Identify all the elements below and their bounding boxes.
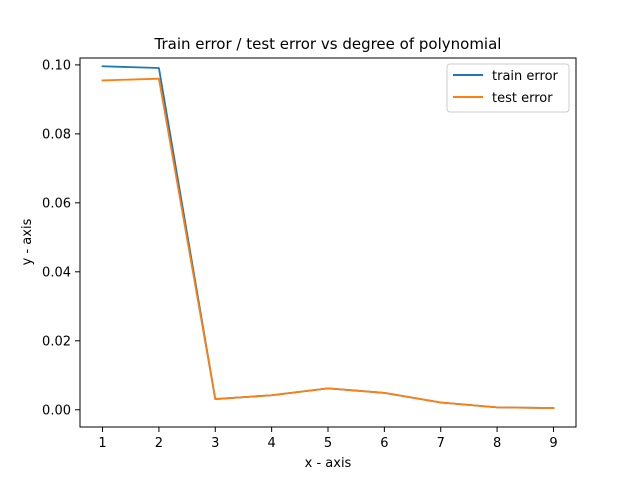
series-line-test-error bbox=[101, 77, 555, 409]
x-tick-label: 2 bbox=[155, 436, 163, 451]
y-axis-label: y - axis bbox=[20, 218, 35, 265]
x-tick-label: 4 bbox=[267, 436, 275, 451]
legend-label-test-error: test error bbox=[492, 91, 553, 106]
x-tick-label: 9 bbox=[549, 436, 557, 451]
y-tick-label: 0.02 bbox=[42, 334, 71, 349]
x-tick-label: 7 bbox=[437, 436, 445, 451]
chart-title: Train error / test error vs degree of po… bbox=[154, 35, 502, 53]
x-tick-label: 5 bbox=[324, 436, 332, 451]
y-tick-label: 0.06 bbox=[42, 196, 71, 211]
legend-label-train-error: train error bbox=[492, 69, 559, 84]
y-tick-label: 0.08 bbox=[42, 127, 71, 142]
legend: train error test error bbox=[446, 63, 570, 113]
x-tick-label: 6 bbox=[380, 436, 388, 451]
x-tick-label: 1 bbox=[98, 436, 106, 451]
series-layer bbox=[101, 65, 555, 409]
x-tick-label: 8 bbox=[493, 436, 501, 451]
y-tick-label: 0.04 bbox=[42, 265, 71, 280]
y-axis-ticks: 0.00 0.02 0.04 0.06 0.08 0.10 bbox=[42, 58, 80, 418]
y-tick-label: 0.00 bbox=[42, 403, 71, 418]
x-axis-label: x - axis bbox=[305, 456, 352, 471]
x-axis-ticks: 1 2 3 4 5 6 7 8 9 bbox=[98, 427, 558, 451]
y-tick-label: 0.10 bbox=[42, 58, 71, 73]
x-tick-label: 3 bbox=[211, 436, 219, 451]
